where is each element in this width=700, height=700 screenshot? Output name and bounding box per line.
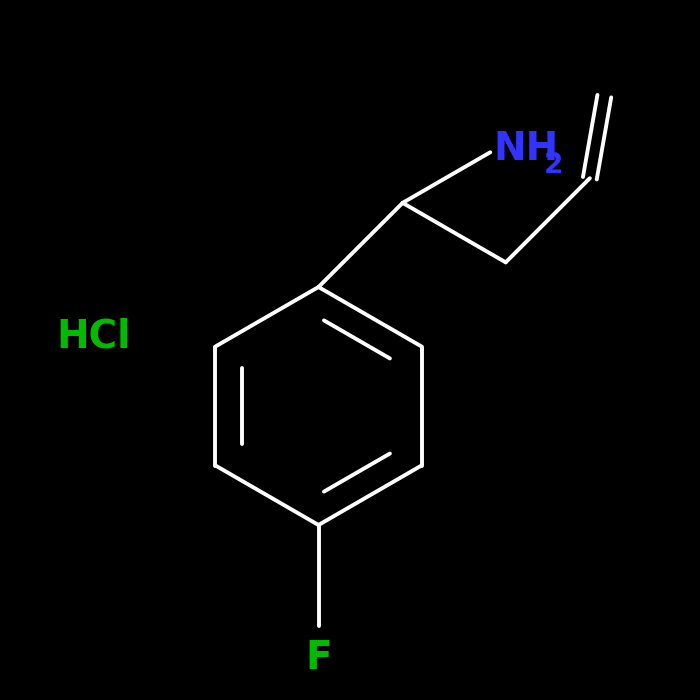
Text: 2: 2: [544, 151, 564, 179]
Text: NH: NH: [494, 130, 559, 168]
Text: F: F: [305, 639, 332, 677]
Text: HCl: HCl: [56, 317, 130, 355]
